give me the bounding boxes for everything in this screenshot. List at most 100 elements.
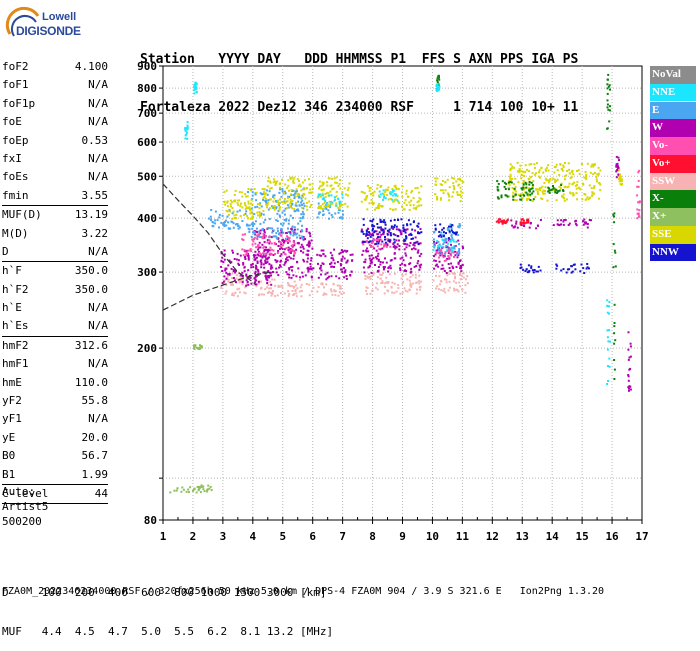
echo-point — [226, 201, 229, 204]
echo-point — [257, 270, 260, 273]
echo-point — [418, 274, 421, 277]
echo-point — [281, 229, 283, 232]
echo-point — [195, 83, 198, 86]
echo-point — [236, 288, 239, 291]
echo-point — [276, 227, 279, 230]
echo-point — [262, 221, 265, 224]
echo-point — [496, 196, 499, 199]
echo-point — [533, 269, 536, 271]
echo-point — [200, 484, 203, 487]
echo-point — [273, 207, 276, 210]
echo-point — [524, 181, 527, 184]
echo-point — [522, 219, 525, 222]
legend-item: NNW — [650, 243, 696, 262]
echo-point — [325, 205, 328, 208]
echo-point — [274, 295, 277, 298]
echo-point — [340, 249, 343, 252]
echo-point — [221, 256, 224, 259]
echo-point — [580, 263, 583, 266]
echo-point — [193, 347, 196, 350]
echo-point — [547, 164, 550, 167]
echo-point — [537, 188, 540, 191]
echo-point — [535, 172, 538, 175]
echo-point — [287, 238, 289, 240]
echo-point — [347, 186, 350, 189]
y-tick-label: 300 — [137, 266, 157, 279]
echo-point — [437, 265, 440, 268]
echo-point — [531, 187, 534, 190]
echo-point — [263, 195, 266, 198]
echo-point — [363, 271, 366, 274]
echo-point — [448, 286, 451, 289]
echo-point — [544, 177, 547, 180]
echo-point — [607, 85, 610, 88]
echo-point — [248, 230, 251, 233]
param-divider — [2, 205, 108, 207]
echo-point — [241, 220, 244, 222]
echo-point — [277, 209, 280, 212]
echo-point — [391, 198, 394, 201]
echo-point — [404, 273, 407, 276]
echo-point — [278, 266, 280, 269]
echo-point — [288, 267, 291, 270]
x-tick-label: 16 — [605, 530, 619, 543]
echo-point — [514, 193, 517, 196]
echo-point — [287, 246, 290, 249]
echo-point — [175, 489, 178, 492]
echo-point — [461, 263, 464, 266]
echo-point — [231, 212, 234, 215]
distance-muf-table: D 100 200 400 600 800 1000 1500 3000 [km… — [2, 560, 333, 651]
echo-point — [414, 248, 417, 251]
echo-point — [289, 233, 292, 236]
echo-point — [364, 274, 367, 277]
echo-point — [283, 239, 286, 242]
echo-point — [278, 207, 281, 210]
echo-point — [616, 168, 619, 171]
echo-point — [432, 238, 435, 241]
echo-point — [553, 189, 556, 192]
echo-point — [292, 293, 295, 296]
echo-point — [247, 255, 250, 257]
echo-point — [388, 273, 391, 276]
echo-point — [325, 208, 328, 211]
echo-point — [266, 193, 269, 196]
echo-point — [267, 248, 270, 251]
param-row: h`F 350.0 — [2, 262, 108, 280]
echo-point — [324, 255, 327, 258]
echo-point — [257, 280, 260, 283]
echo-point — [256, 260, 259, 263]
echo-point — [284, 237, 287, 240]
echo-point — [409, 276, 412, 279]
echo-point — [292, 178, 295, 181]
echo-point — [320, 269, 323, 272]
echo-point — [267, 208, 270, 211]
echo-point — [451, 224, 454, 227]
echo-point — [306, 249, 309, 252]
echo-point — [238, 274, 241, 277]
echo-point — [306, 187, 308, 189]
echo-point — [369, 235, 372, 238]
echo-point — [241, 191, 244, 194]
legend-item: SSE — [650, 226, 696, 244]
echo-point — [435, 287, 438, 290]
echo-point — [345, 193, 347, 196]
echo-point — [613, 249, 616, 252]
echo-point — [432, 249, 435, 252]
echo-point — [446, 274, 449, 277]
echo-point — [420, 280, 423, 283]
echo-point — [371, 220, 374, 223]
echo-point — [366, 237, 369, 240]
echo-point — [303, 186, 306, 189]
echo-point — [246, 254, 249, 257]
echo-point — [525, 268, 528, 271]
echo-point — [376, 239, 379, 242]
echo-point — [272, 200, 275, 203]
echo-point — [453, 177, 455, 180]
echo-point — [382, 189, 385, 192]
echo-point — [320, 184, 323, 187]
echo-point — [528, 170, 531, 173]
echo-point — [321, 192, 324, 195]
echo-point — [301, 275, 304, 278]
echo-point — [338, 252, 341, 255]
echo-point — [308, 244, 311, 247]
